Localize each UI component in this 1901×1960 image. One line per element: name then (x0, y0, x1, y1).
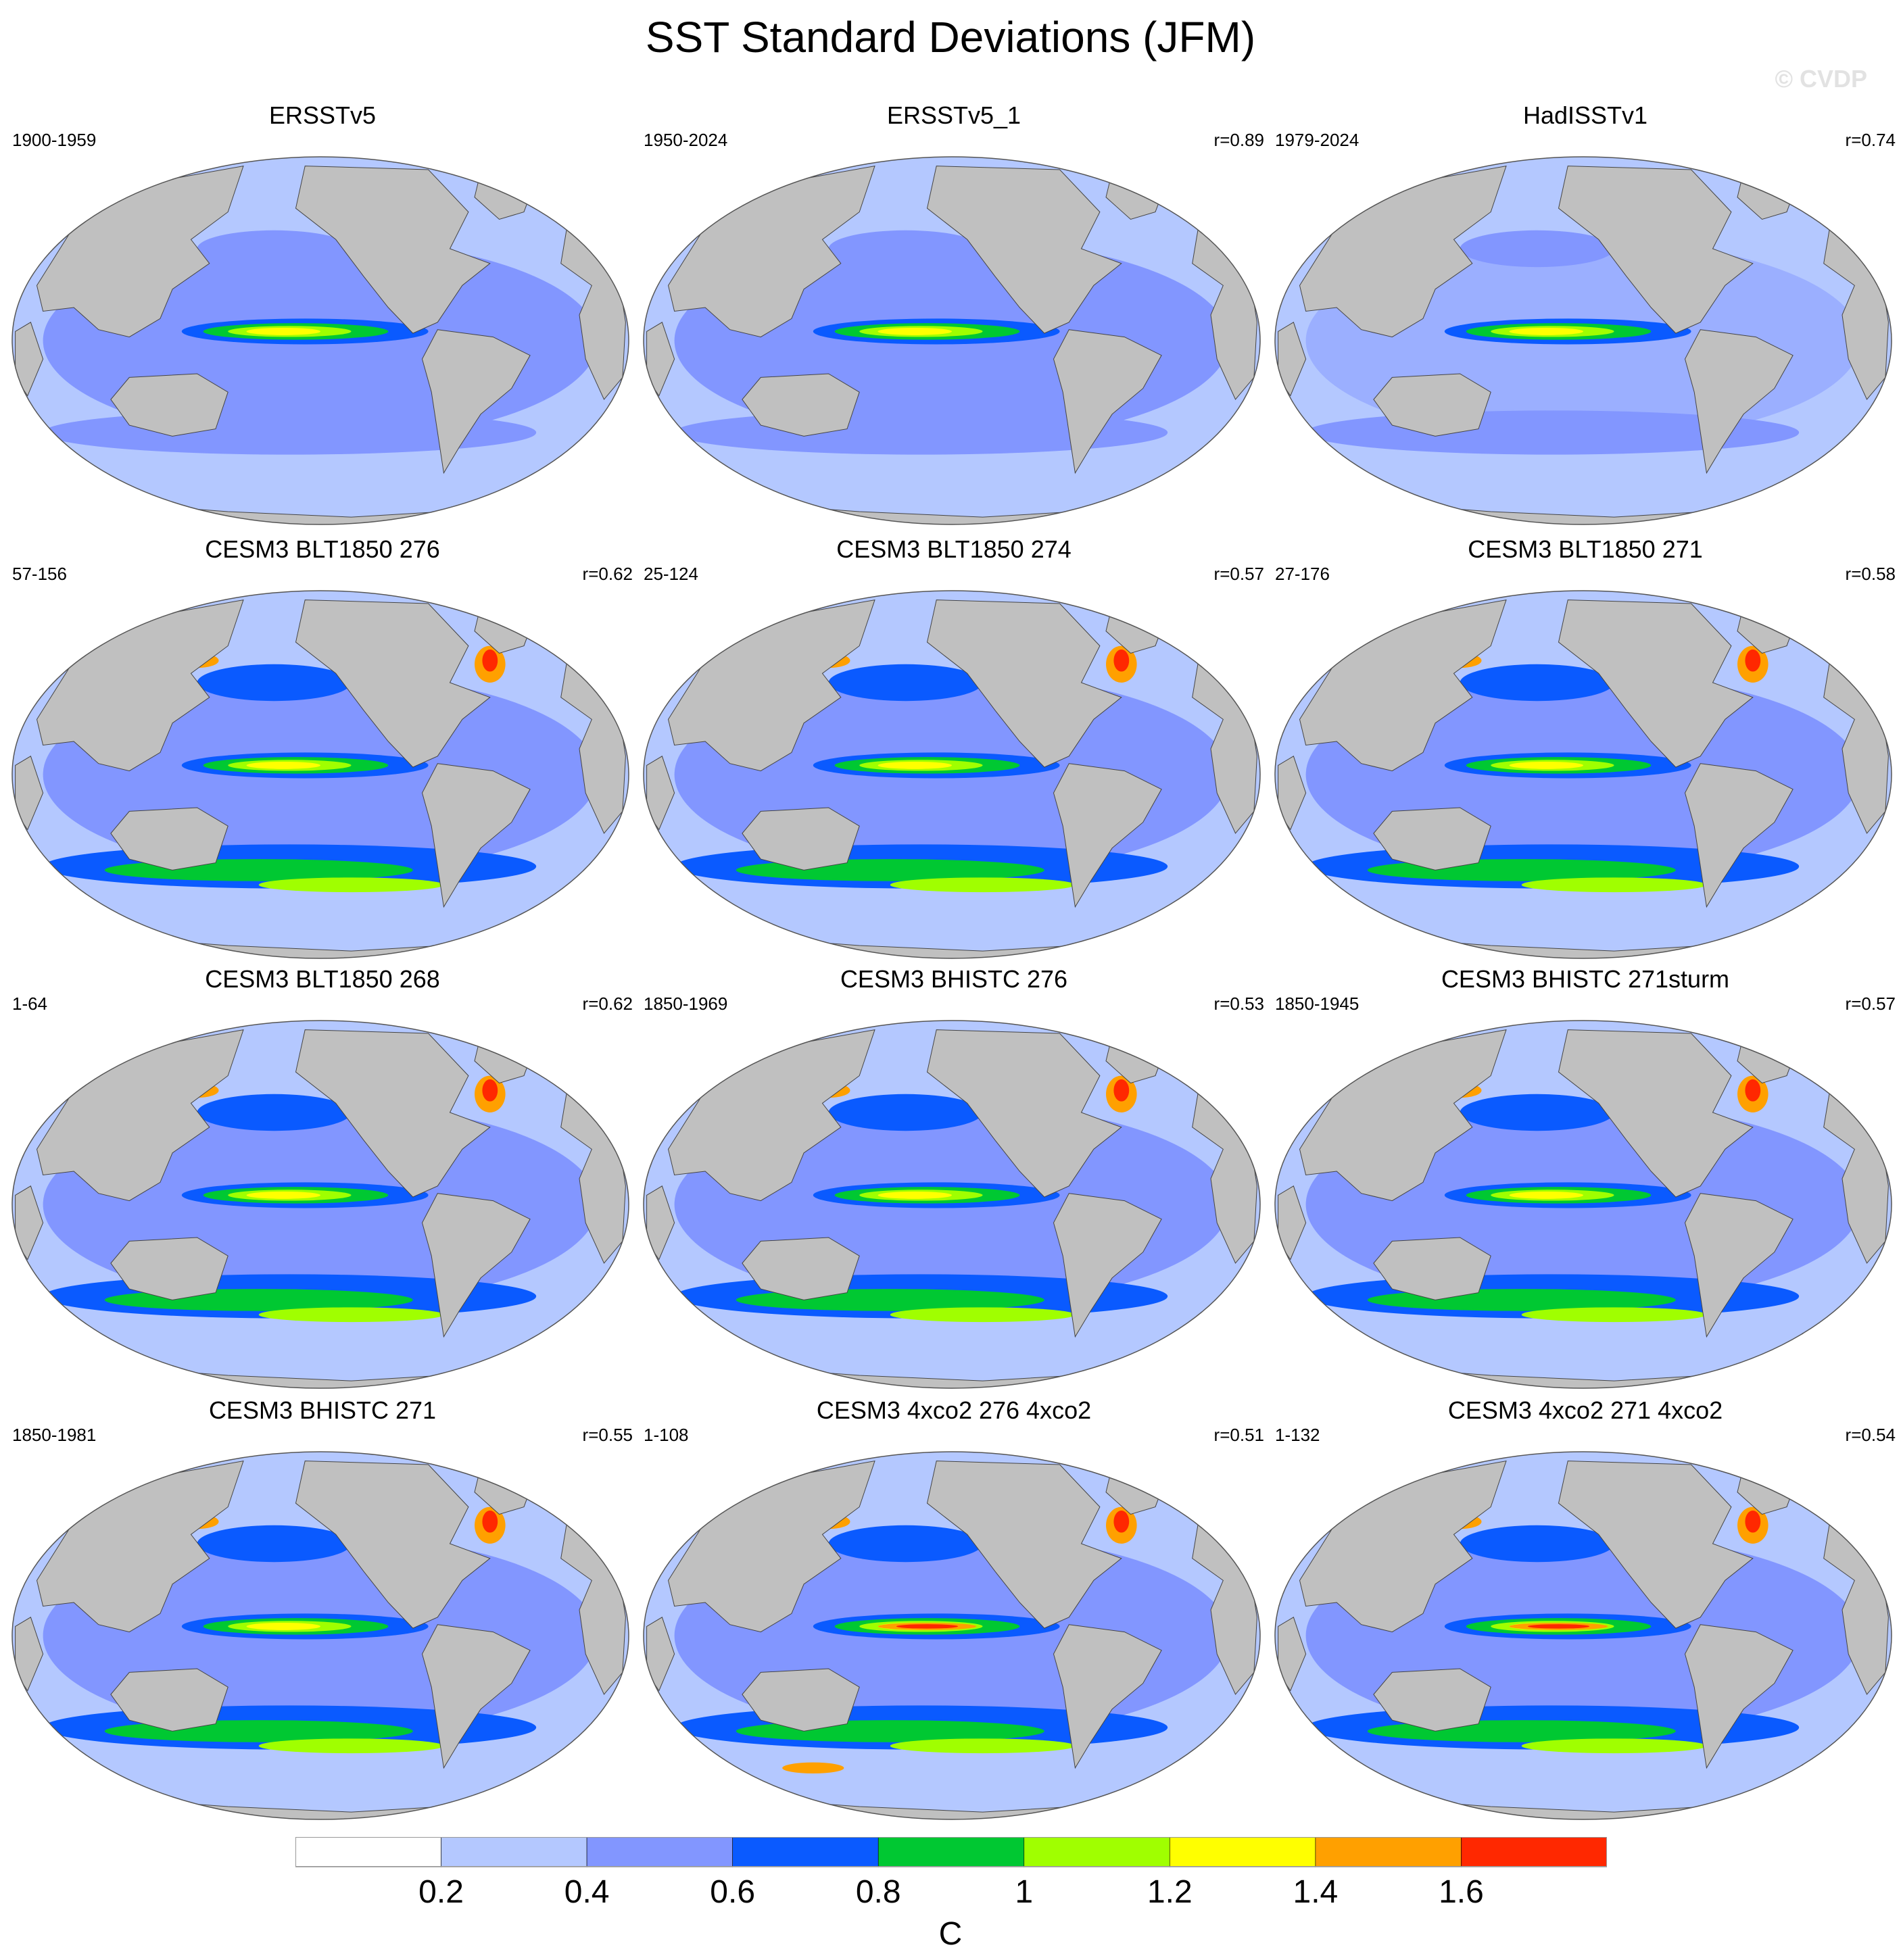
sst-map (1274, 156, 1892, 525)
sst-map (643, 590, 1261, 959)
colorbar-tick-label: 0.6 (710, 1874, 756, 1910)
map-panel: CESM3 4xco2 271 4xco2 1-132 r=0.54 (1271, 1390, 1900, 1822)
colorbar-bin (1170, 1837, 1316, 1867)
map-panel: CESM3 BLT1850 268 1-64 r=0.62 (8, 958, 637, 1391)
colorbar-tick-label: 1.6 (1439, 1874, 1484, 1910)
map-panel: CESM3 BHISTC 276 1850-1969 r=0.53 (640, 958, 1268, 1391)
map-panel: HadISSTv1 1979-2024 r=0.74 (1271, 95, 1900, 527)
panel-correlation: r=0.62 (582, 994, 633, 1014)
sst-map (643, 1020, 1261, 1389)
sst-map (1274, 1451, 1892, 1820)
panel-title: ERSSTv5 (268, 101, 377, 129)
map-panel: CESM3 BHISTC 271 1850-1981 r=0.55 (8, 1390, 637, 1822)
sst-map (1274, 590, 1892, 959)
panel-period: 1850-1969 (644, 994, 728, 1014)
colorbar (295, 1837, 1607, 1867)
colorbar-bin (1461, 1837, 1607, 1867)
panel-title: CESM3 BLT1850 271 (1468, 535, 1703, 563)
panel-period: 1979-2024 (1275, 130, 1359, 150)
panel-correlation: r=0.58 (1845, 564, 1896, 584)
map-panel: CESM3 BLT1850 271 27-176 r=0.58 (1271, 529, 1900, 961)
colorbar-tick-label: 0.2 (418, 1874, 464, 1910)
panel-title: CESM3 4xco2 276 4xco2 (816, 1396, 1092, 1424)
panel-period: 1950-2024 (644, 130, 728, 150)
map-panel: CESM3 BHISTC 271sturm 1850-1945 r=0.57 (1271, 958, 1900, 1391)
panel-title: CESM3 BHISTC 276 (840, 965, 1068, 993)
colorbar-bin (1024, 1837, 1170, 1867)
map-panel: CESM3 BLT1850 274 25-124 r=0.57 (640, 529, 1268, 961)
panel-title: CESM3 BLT1850 268 (205, 965, 440, 993)
panel-correlation: r=0.74 (1845, 130, 1896, 150)
map-panel: ERSSTv5 1900-1959 (8, 95, 637, 527)
colorbar-tick-label: 1.4 (1293, 1874, 1339, 1910)
panel-period: 25-124 (644, 564, 698, 584)
colorbar-unit: C (938, 1916, 963, 1952)
panel-correlation: r=0.89 (1213, 130, 1264, 150)
map-panel: ERSSTv5_1 1950-2024 r=0.89 (640, 95, 1268, 527)
panel-title: ERSSTv5_1 (886, 101, 1021, 129)
colorbar-bin (441, 1837, 587, 1867)
colorbar-bin (732, 1837, 879, 1867)
sst-map (643, 1451, 1261, 1820)
colorbar-tick-label: 0.4 (564, 1874, 610, 1910)
sst-map (11, 1020, 629, 1389)
panel-title: CESM3 BHISTC 271sturm (1441, 965, 1730, 993)
sst-map (1274, 1020, 1892, 1389)
colorbar-bin (295, 1837, 441, 1867)
colorbar-bin (1315, 1837, 1462, 1867)
watermark: © CVDP (1775, 65, 1867, 93)
panel-period: 1850-1981 (12, 1425, 97, 1445)
panel-period: 57-156 (12, 564, 67, 584)
panel-correlation: r=0.51 (1213, 1425, 1264, 1445)
colorbar-bin (586, 1837, 733, 1867)
sst-map (11, 590, 629, 959)
sst-map (11, 1451, 629, 1820)
panel-period: 1-108 (644, 1425, 689, 1445)
panel-period: 1-132 (1275, 1425, 1320, 1445)
panel-correlation: r=0.57 (1213, 564, 1264, 584)
panel-correlation: r=0.55 (582, 1425, 633, 1445)
panel-correlation: r=0.62 (582, 564, 633, 584)
panel-title: CESM3 BHISTC 271 (208, 1396, 437, 1424)
panel-title: CESM3 BLT1850 276 (205, 535, 440, 563)
panel-period: 1-64 (12, 994, 48, 1014)
panel-period: 1850-1945 (1275, 994, 1359, 1014)
main-title: SST Standard Deviations (JFM) (645, 13, 1256, 62)
panel-title: CESM3 4xco2 271 4xco2 (1447, 1396, 1723, 1424)
map-panel: CESM3 4xco2 276 4xco2 1-108 r=0.51 (640, 1390, 1268, 1822)
panel-correlation: r=0.57 (1845, 994, 1896, 1014)
sst-map (643, 156, 1261, 525)
panel-title: CESM3 BLT1850 274 (836, 535, 1072, 563)
colorbar-tick-label: 1.2 (1147, 1874, 1193, 1910)
colorbar-tick-label: 0.8 (855, 1874, 901, 1910)
panel-title: HadISSTv1 (1522, 101, 1648, 129)
colorbar-bin (877, 1837, 1025, 1867)
map-panel: CESM3 BLT1850 276 57-156 r=0.62 (8, 529, 637, 961)
panel-correlation: r=0.53 (1213, 994, 1264, 1014)
colorbar-tick-label: 1 (1015, 1874, 1034, 1910)
sst-map (11, 156, 629, 525)
panel-period: 27-176 (1275, 564, 1330, 584)
panel-period: 1900-1959 (12, 130, 97, 150)
panel-correlation: r=0.54 (1845, 1425, 1896, 1445)
